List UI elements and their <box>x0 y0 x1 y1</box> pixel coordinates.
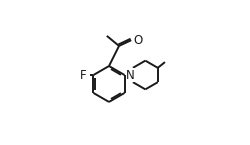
Text: N: N <box>126 69 134 81</box>
Text: F: F <box>80 69 87 81</box>
Text: O: O <box>133 34 142 47</box>
